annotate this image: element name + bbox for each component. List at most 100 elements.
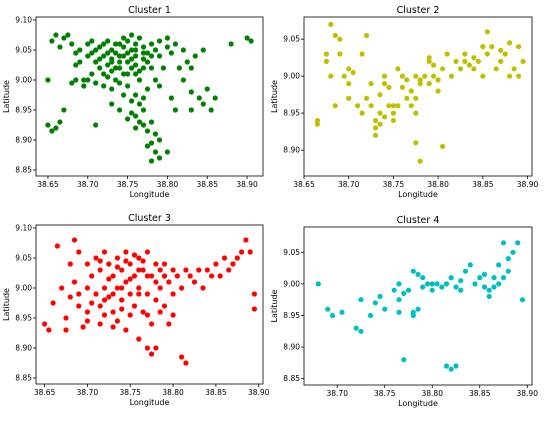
- x-tick-label: 38.65: [37, 180, 59, 189]
- scatter-points: [42, 237, 257, 366]
- scatter-point: [377, 121, 383, 127]
- scatter-point: [404, 95, 410, 101]
- scatter-point: [484, 51, 490, 57]
- y-tick-label: 8.90: [15, 136, 32, 145]
- scatter-point: [337, 36, 343, 42]
- scatter-point: [85, 77, 91, 83]
- scatter-point: [346, 66, 352, 72]
- scatter-point: [123, 258, 129, 264]
- scatter-point: [489, 44, 495, 50]
- scatter-point: [136, 255, 142, 261]
- y-tick-label: 9.05: [15, 46, 32, 55]
- scatter-point: [170, 312, 176, 318]
- scatter-point: [471, 66, 477, 72]
- scatter-point: [133, 113, 139, 119]
- scatter-point: [444, 51, 450, 57]
- scatter-point: [84, 309, 90, 315]
- scatter-point: [174, 273, 180, 279]
- scatter-point: [127, 276, 133, 282]
- scatter-point: [152, 77, 159, 83]
- scatter-point: [156, 137, 163, 143]
- scatter-point: [453, 58, 459, 64]
- scatter-point: [140, 65, 147, 71]
- scatter-point: [101, 312, 108, 318]
- scatter-point: [125, 83, 131, 89]
- scatter-point: [131, 303, 138, 309]
- scatter-point: [125, 38, 131, 44]
- x-tick-label: 38.80: [162, 388, 184, 397]
- scatter-point: [510, 249, 516, 255]
- y-tick-label: 8.95: [283, 109, 300, 118]
- scatter-point: [377, 110, 383, 116]
- scatter-point: [101, 249, 108, 255]
- scatter-point: [325, 306, 331, 312]
- scatter-point: [101, 83, 107, 89]
- scatter-point: [364, 95, 370, 101]
- scatter-point: [109, 47, 115, 53]
- x-axis-label: Longitude: [398, 190, 438, 199]
- x-axis-label: Longitude: [398, 399, 438, 408]
- scatter-point: [113, 65, 119, 71]
- y-tick-label: 8.85: [15, 374, 32, 383]
- scatter-point: [426, 58, 432, 64]
- chart-panel-2: Cluster 2 38.65 38.70 38.75 38.80 38.85 38.90 8…: [270, 5, 538, 199]
- scatter-point: [410, 268, 416, 274]
- scatter-point: [71, 237, 78, 243]
- scatter-points: [315, 240, 526, 372]
- scatter-point: [119, 297, 125, 303]
- scatter-point: [507, 73, 513, 79]
- scatter-point: [228, 41, 234, 47]
- scatter-point: [161, 303, 168, 309]
- scatter-point: [123, 279, 129, 285]
- scatter-point: [63, 315, 69, 321]
- scatter-point: [429, 287, 435, 293]
- scatter-point: [486, 293, 492, 300]
- scatter-point: [93, 291, 99, 297]
- x-tick-label: 38.90: [517, 389, 539, 398]
- scatter-point: [500, 275, 507, 281]
- scatter-point: [204, 86, 210, 92]
- scatter-point: [453, 284, 459, 290]
- scatter-point: [77, 47, 83, 53]
- scatter-point: [500, 240, 507, 246]
- scatter-point: [404, 77, 410, 83]
- scatter-point: [110, 273, 116, 279]
- scatter-point: [121, 71, 127, 77]
- scatter-point: [183, 267, 189, 273]
- scatter-point: [164, 44, 170, 50]
- y-tick-label: 9.05: [15, 254, 32, 263]
- scatter-point: [136, 336, 142, 342]
- scatter-point: [127, 291, 133, 297]
- scatter-point: [161, 273, 168, 279]
- scatter-point: [136, 77, 143, 83]
- scatter-point: [136, 101, 143, 107]
- scatter-point: [113, 50, 119, 56]
- scatter-point: [156, 38, 163, 44]
- scatter-point: [140, 56, 147, 62]
- scatter-point: [89, 38, 95, 44]
- scatter-point: [144, 128, 151, 134]
- scatter-point: [251, 306, 257, 312]
- scatter-point: [368, 81, 374, 87]
- scatter-point: [153, 297, 159, 303]
- scatter-point: [110, 324, 116, 330]
- scatter-point: [71, 279, 78, 285]
- scatter-point: [200, 101, 206, 107]
- scatter-point: [191, 279, 198, 285]
- scatter-point: [168, 50, 174, 56]
- scatter-point: [77, 59, 83, 65]
- scatter-point: [127, 312, 133, 318]
- scatter-point: [140, 50, 147, 56]
- scatter-point: [315, 281, 321, 287]
- scatter-point: [101, 41, 107, 47]
- scatter-point: [109, 68, 115, 74]
- scatter-point: [125, 59, 131, 65]
- scatter-point: [458, 287, 464, 293]
- scatter-point: [208, 107, 214, 113]
- scatter-point: [443, 363, 450, 369]
- scatter-point: [117, 65, 123, 71]
- scatter-point: [239, 249, 245, 255]
- scatter-point: [125, 50, 131, 56]
